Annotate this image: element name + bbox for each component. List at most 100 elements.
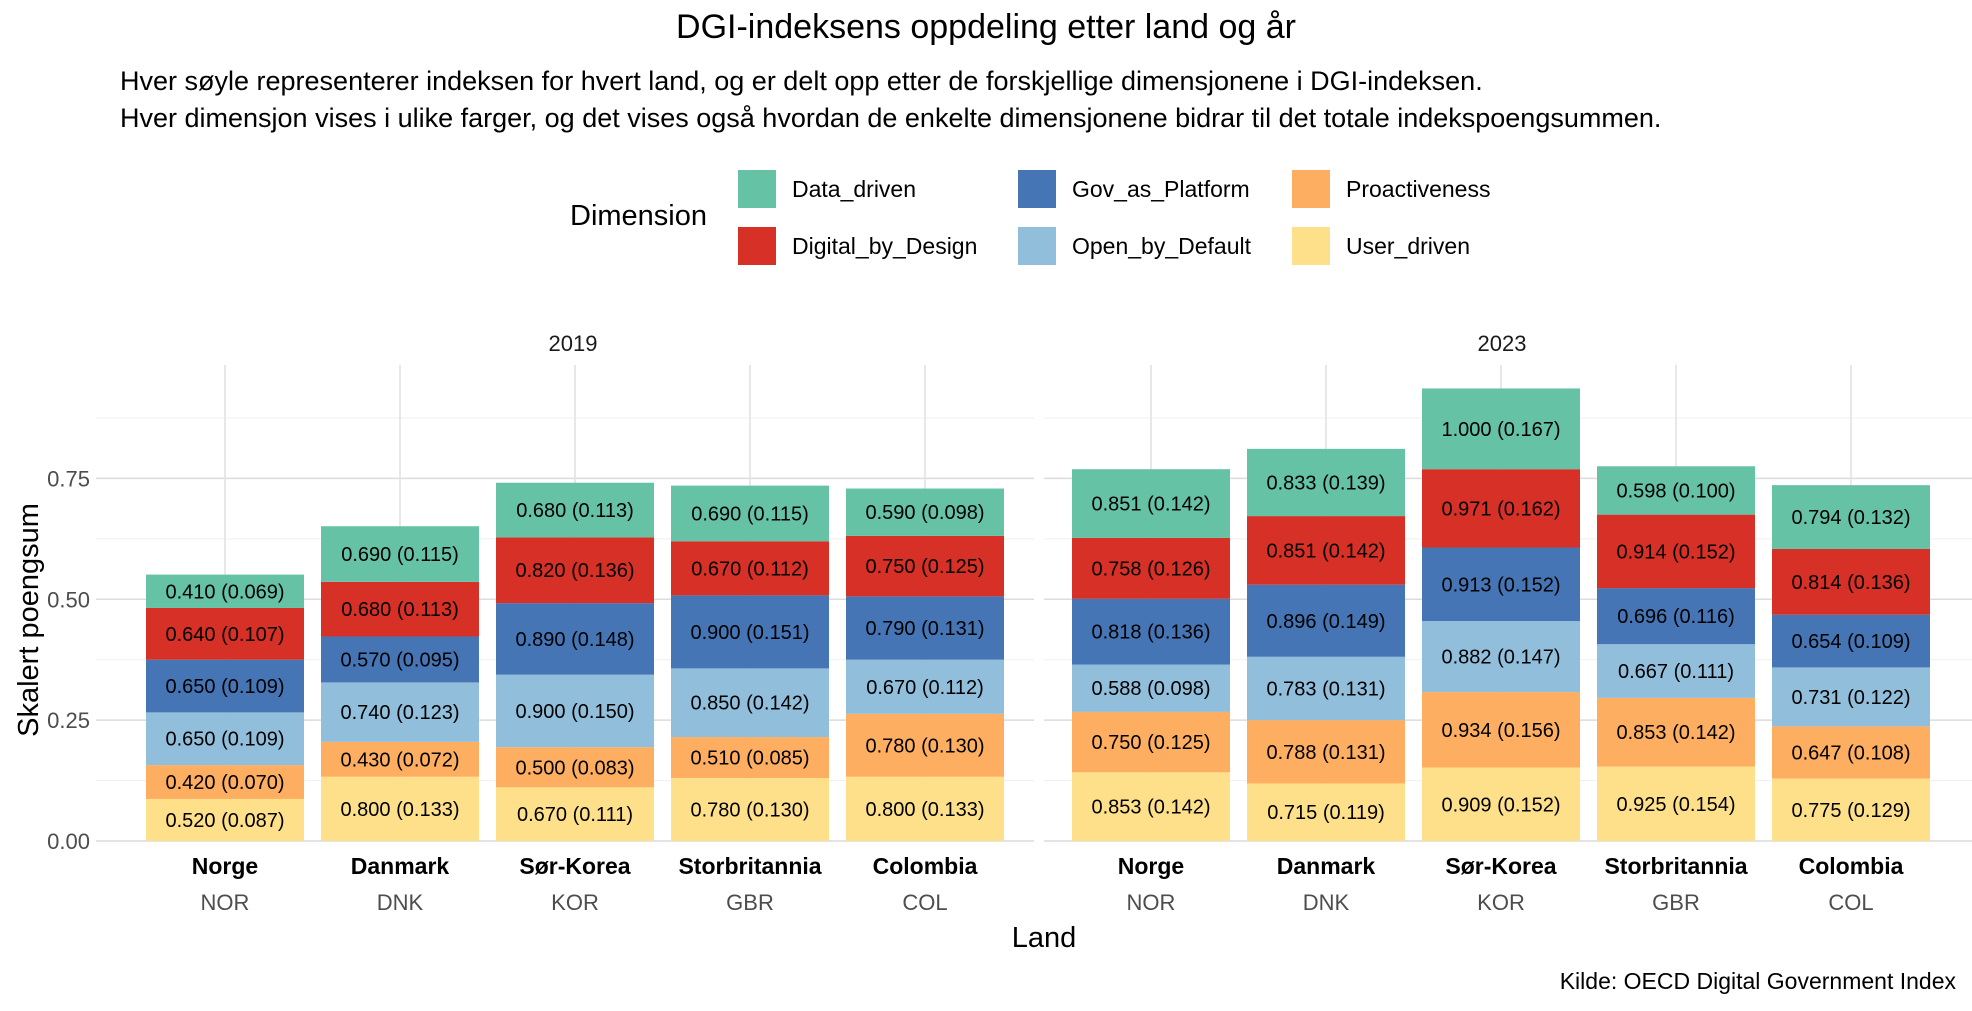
legend-swatch-open-by-default	[1018, 227, 1056, 265]
data-label: 0.851 (0.142)	[1092, 494, 1211, 516]
legend-label-open-by-default: Open_by_Default	[1072, 232, 1252, 259]
bar-segment-open-by-default	[1772, 667, 1930, 727]
bar-segment-gov-as-platform	[146, 659, 304, 713]
bar-segment-open-by-default	[1247, 656, 1405, 721]
data-label: 0.520 (0.087)	[166, 810, 285, 832]
y-tick-label: 0.00	[47, 829, 90, 854]
facet-label-2023: 2023	[1478, 331, 1527, 356]
chart-title: DGI-indeksens oppdeling etter land og år	[676, 8, 1296, 46]
bar-segment-open-by-default	[846, 659, 1004, 714]
legend-item-user-driven: User_driven	[1292, 226, 1470, 266]
bar-segment-open-by-default	[1072, 664, 1230, 712]
bar-segment-data-driven	[1772, 485, 1930, 549]
bar-segment-user-driven	[146, 798, 304, 841]
y-axis-label: Skalert poengsum	[13, 503, 45, 737]
legend-item-proactiveness: Proactiveness	[1292, 169, 1490, 209]
data-label: 0.800 (0.133)	[341, 799, 460, 821]
x-tick-code: NOR	[1127, 890, 1176, 915]
bar-segment-user-driven	[1072, 772, 1230, 841]
y-tick-label: 0.25	[47, 708, 90, 733]
bar-segment-user-driven	[1422, 767, 1580, 841]
x-tick-country: Danmark	[351, 853, 450, 879]
bar-segment-user-driven	[496, 787, 654, 841]
data-label: 0.925 (0.154)	[1617, 794, 1736, 816]
data-label: 0.818 (0.136)	[1092, 622, 1211, 644]
bar-segment-gov-as-platform	[1247, 584, 1405, 657]
bar-segment-proactiveness	[1597, 697, 1755, 767]
bar-segment-open-by-default	[146, 712, 304, 766]
data-label: 0.853 (0.142)	[1617, 722, 1736, 744]
bar-segment-proactiveness	[1422, 692, 1580, 768]
data-label: 0.882 (0.147)	[1442, 647, 1561, 669]
legend-label-proactiveness: Proactiveness	[1346, 175, 1491, 202]
bar-segment-gov-as-platform	[846, 596, 1004, 660]
x-tick-code: GBR	[1652, 890, 1700, 915]
data-label: 0.914 (0.152)	[1617, 541, 1736, 563]
x-axis-label: Land	[1012, 922, 1077, 954]
bar-segment-gov-as-platform	[1072, 598, 1230, 665]
x-tick-country: Colombia	[1799, 853, 1904, 879]
data-label: 0.750 (0.125)	[1092, 732, 1211, 754]
bar-segment-gov-as-platform	[671, 595, 829, 669]
bar-segment-proactiveness	[146, 765, 304, 799]
bar-segment-open-by-default	[671, 668, 829, 738]
x-tick-code: GBR	[726, 890, 774, 915]
data-label: 0.696 (0.116)	[1617, 606, 1735, 628]
bar-segment-proactiveness	[1772, 726, 1930, 779]
bar-segment-user-driven	[846, 776, 1004, 841]
bar-segment-digital-by-design	[496, 537, 654, 604]
bar-segment-user-driven	[1597, 766, 1755, 841]
data-label: 0.790 (0.131)	[866, 618, 985, 640]
bar-segment-proactiveness	[1247, 720, 1405, 784]
bar-segment-digital-by-design	[1597, 514, 1755, 589]
bar-segment-gov-as-platform	[1597, 588, 1755, 645]
bar-segment-gov-as-platform	[1772, 614, 1930, 668]
bar-segment-data-driven	[846, 488, 1004, 536]
legend-label-digital-by-design: Digital_by_Design	[792, 232, 978, 259]
data-label: 0.510 (0.085)	[691, 748, 810, 770]
bar-segment-proactiveness	[846, 713, 1004, 777]
data-label: 0.780 (0.130)	[691, 800, 810, 822]
legend-label-user-driven: User_driven	[1346, 232, 1470, 259]
data-label: 0.900 (0.151)	[691, 622, 810, 644]
legend-label-gov-as-platform: Gov_as_Platform	[1072, 175, 1250, 202]
bar-segment-data-driven	[1597, 466, 1755, 515]
data-label: 0.853 (0.142)	[1092, 797, 1211, 819]
y-tick-label: 0.75	[47, 466, 90, 491]
data-label: 0.833 (0.139)	[1267, 472, 1386, 494]
bar-segment-open-by-default	[1597, 644, 1755, 698]
data-label: 0.820 (0.136)	[516, 560, 635, 582]
bar-segment-digital-by-design	[1422, 469, 1580, 548]
bar-segment-user-driven	[321, 776, 479, 841]
data-label: 0.590 (0.098)	[866, 502, 985, 524]
bar-segment-open-by-default	[496, 674, 654, 748]
data-label: 0.670 (0.112)	[866, 677, 984, 699]
x-tick-code: NOR	[201, 890, 250, 915]
bar-segment-open-by-default	[321, 682, 479, 742]
legend-swatch-proactiveness	[1292, 170, 1330, 208]
legend-item-gov-as-platform: Gov_as_Platform	[1018, 169, 1250, 209]
data-label: 0.750 (0.125)	[866, 556, 985, 578]
bar-segment-digital-by-design	[146, 607, 304, 660]
facet-label-2019: 2019	[549, 331, 598, 356]
data-label: 0.670 (0.111)	[517, 804, 633, 826]
x-tick-code: COL	[1828, 890, 1873, 915]
legend-item-data-driven: Data_driven	[738, 169, 916, 209]
bar-segment-gov-as-platform	[321, 636, 479, 683]
legend-title: Dimension	[570, 200, 707, 232]
data-label: 0.783 (0.131)	[1267, 678, 1386, 700]
data-label: 0.570 (0.095)	[341, 649, 460, 671]
data-label: 0.650 (0.109)	[166, 729, 285, 751]
data-label: 0.909 (0.152)	[1442, 794, 1561, 816]
chart-subtitle-line-2: Hver dimensjon vises i ulike farger, og …	[120, 103, 1662, 133]
data-label: 0.588 (0.098)	[1092, 678, 1211, 700]
data-label: 0.430 (0.072)	[341, 749, 460, 771]
bar-segment-data-driven	[1247, 448, 1405, 517]
data-label: 0.410 (0.069)	[166, 581, 285, 603]
bar-segment-proactiveness	[496, 747, 654, 788]
legend-item-open-by-default: Open_by_Default	[1018, 226, 1251, 266]
data-label: 0.598 (0.100)	[1617, 480, 1736, 502]
data-label: 0.667 (0.111)	[1618, 661, 1734, 683]
bar-segment-digital-by-design	[671, 541, 829, 596]
